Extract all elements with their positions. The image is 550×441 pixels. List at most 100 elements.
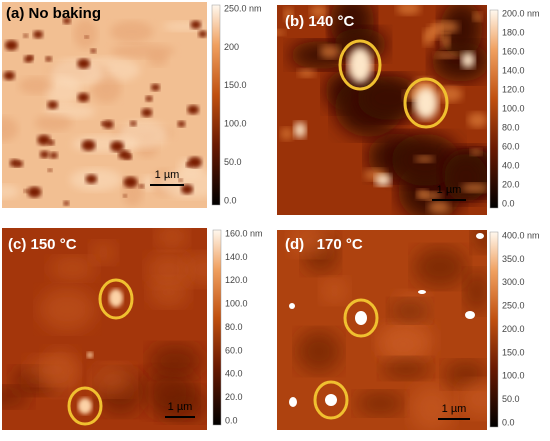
pit bbox=[85, 174, 98, 184]
texture bbox=[148, 344, 202, 379]
texture bbox=[277, 29, 286, 36]
pit bbox=[178, 178, 183, 182]
texture bbox=[381, 357, 431, 380]
pit bbox=[129, 120, 137, 127]
highlight-circle bbox=[403, 77, 449, 129]
pit bbox=[198, 30, 207, 38]
texture bbox=[309, 5, 328, 18]
bright-spot bbox=[78, 398, 92, 414]
particle bbox=[325, 394, 337, 406]
pit bbox=[150, 83, 160, 92]
pit bbox=[23, 33, 29, 38]
pit bbox=[141, 108, 153, 118]
colorbar-tick-label: 140.0 bbox=[225, 252, 248, 262]
pit bbox=[123, 176, 138, 188]
texture bbox=[148, 277, 190, 307]
colorbar-tick-label: 160.0 nm bbox=[225, 228, 263, 238]
texture bbox=[458, 380, 487, 418]
scale-bar-label: 1 µm bbox=[442, 403, 467, 415]
texture bbox=[91, 74, 122, 103]
pit bbox=[62, 17, 71, 25]
pit bbox=[49, 152, 58, 159]
panel-label: (c) 150 °C bbox=[8, 236, 77, 253]
texture bbox=[437, 86, 463, 102]
texture bbox=[434, 51, 461, 59]
colorbar-tick-label: 100.0 bbox=[502, 103, 525, 113]
panel-label: (a) No baking bbox=[6, 5, 101, 22]
bright-spot bbox=[109, 289, 123, 307]
colorbar-tick-label: 100.0 bbox=[224, 119, 247, 129]
texture bbox=[288, 230, 331, 257]
texture bbox=[110, 20, 154, 43]
pit bbox=[122, 194, 128, 198]
colorbar-tick-label: 180.0 bbox=[502, 27, 525, 37]
texture bbox=[297, 68, 316, 78]
panel-label: (d) 170 °C bbox=[285, 236, 363, 253]
pit bbox=[45, 56, 52, 62]
texture bbox=[432, 20, 460, 33]
texture bbox=[50, 58, 104, 88]
texture bbox=[2, 116, 19, 142]
pit bbox=[138, 183, 145, 189]
particle bbox=[465, 311, 475, 319]
texture bbox=[18, 76, 54, 95]
bright-spot bbox=[461, 52, 475, 68]
afm-image bbox=[2, 2, 207, 208]
texture bbox=[440, 33, 451, 49]
particle bbox=[289, 397, 297, 407]
texture bbox=[146, 253, 191, 287]
colorbar-tick-label: 150.0 bbox=[502, 347, 525, 357]
scale-bar-label: 1 µm bbox=[168, 401, 193, 413]
pit bbox=[23, 189, 29, 193]
pit bbox=[27, 186, 42, 198]
pit bbox=[185, 162, 192, 168]
colorbar-tick-label: 80.0 bbox=[502, 122, 520, 132]
pit bbox=[14, 160, 24, 168]
texture bbox=[163, 21, 207, 32]
texture bbox=[280, 127, 293, 141]
pit bbox=[118, 150, 131, 160]
texture bbox=[26, 355, 79, 385]
particle bbox=[476, 233, 484, 239]
texture bbox=[413, 246, 467, 288]
texture bbox=[356, 391, 405, 416]
pit bbox=[47, 168, 53, 173]
colorbar-tick-label: 0.0 bbox=[502, 198, 515, 208]
bright-spot bbox=[294, 122, 306, 138]
colorbar bbox=[489, 9, 499, 209]
pit bbox=[187, 104, 200, 115]
pit bbox=[84, 35, 89, 39]
pit bbox=[180, 184, 194, 195]
colorbar-tick-label: 150.0 bbox=[224, 80, 247, 90]
texture bbox=[319, 45, 340, 59]
colorbar-tick-label: 50.0 bbox=[502, 394, 520, 404]
highlight-circle bbox=[98, 278, 134, 320]
colorbar-tick-label: 100.0 bbox=[225, 299, 248, 309]
colorbar bbox=[211, 4, 221, 206]
pit bbox=[37, 134, 51, 146]
colorbar-tick-label: 60.0 bbox=[502, 141, 520, 151]
colorbar bbox=[212, 229, 222, 426]
colorbar-tick-label: 350.0 bbox=[502, 254, 525, 264]
texture bbox=[90, 241, 117, 264]
pit bbox=[47, 100, 59, 110]
colorbar-tick-label: 300.0 bbox=[502, 277, 525, 287]
texture bbox=[38, 287, 96, 332]
pit bbox=[3, 70, 15, 81]
colorbar-tick-label: 120.0 bbox=[225, 275, 248, 285]
texture bbox=[379, 326, 427, 364]
colorbar-tick-label: 200 bbox=[224, 42, 239, 52]
texture bbox=[422, 28, 434, 47]
texture bbox=[427, 200, 450, 214]
colorbar-tick-label: 250.0 nm bbox=[224, 3, 262, 13]
texture bbox=[283, 7, 294, 22]
pit bbox=[39, 150, 50, 159]
pit bbox=[103, 120, 114, 129]
pit bbox=[190, 20, 202, 30]
texture bbox=[320, 277, 349, 304]
texture bbox=[144, 367, 196, 417]
pit bbox=[110, 140, 124, 152]
pit bbox=[47, 139, 55, 146]
colorbar-tick-label: 0.0 bbox=[225, 415, 238, 425]
